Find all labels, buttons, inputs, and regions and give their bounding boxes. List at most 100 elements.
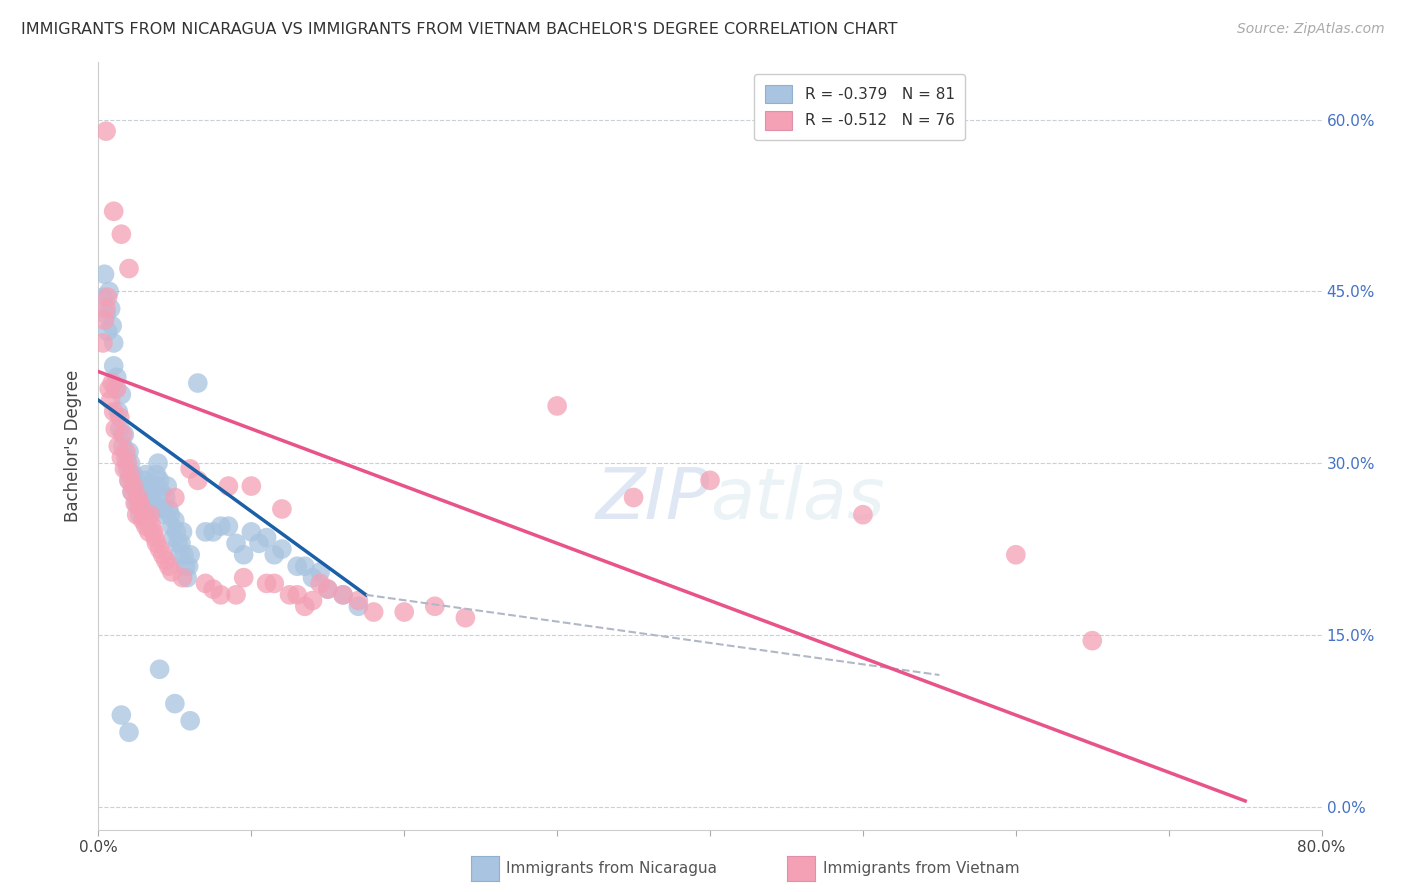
Point [202,524,225,539]
Text: Immigrants from Nicaragua: Immigrants from Nicaragua [506,861,717,876]
Point [118,474,141,488]
Point [217,479,239,493]
Point [100,301,122,316]
Point [100,393,122,408]
Point [159,508,181,522]
Point [142,496,165,510]
Point [135,519,157,533]
Point [209,519,232,533]
Point [128,496,150,510]
Point [98,285,121,299]
Point [209,588,232,602]
Point [145,467,167,482]
Point [129,502,152,516]
Point [256,576,278,591]
Point [309,565,332,579]
Point [423,599,446,614]
Point [163,491,186,505]
Point [160,565,183,579]
Point [179,462,201,476]
Text: Source: ZipAtlas.com: Source: ZipAtlas.com [1237,22,1385,37]
Text: atlas: atlas [710,466,884,534]
Point [149,474,172,488]
Point [347,593,370,607]
Point [103,335,125,350]
Point [363,605,385,619]
Point [103,359,125,373]
Point [316,582,339,596]
Point [202,582,225,596]
Point [153,508,176,522]
Point [623,491,645,505]
Point [169,548,191,562]
Point [155,491,177,505]
Point [97,290,120,304]
Point [392,605,416,619]
Point [143,479,166,493]
Point [124,479,146,493]
Point [301,571,323,585]
Point [138,491,160,505]
Point [120,456,142,470]
Point [454,611,477,625]
Point [194,576,217,591]
Point [111,427,134,442]
Point [179,548,201,562]
Point [167,536,190,550]
Point [127,491,149,505]
Point [187,376,209,390]
Point [270,502,294,516]
Point [101,376,124,390]
Point [232,548,254,562]
Point [150,484,173,499]
Point [278,588,301,602]
Point [240,524,263,539]
Point [162,531,184,545]
Point [122,467,145,482]
Point [157,559,180,574]
Point [232,571,254,585]
Point [115,444,138,458]
Point [103,404,125,418]
Point [316,582,339,596]
Point [125,496,148,510]
Point [104,382,127,396]
Point [546,399,568,413]
Point [163,697,186,711]
Point [108,422,131,436]
Point [121,484,143,499]
Point [142,524,165,539]
Point [165,524,187,539]
Point [247,536,270,550]
Point [115,450,138,465]
Point [240,479,263,493]
Point [120,467,142,482]
Point [149,662,172,676]
Point [94,124,117,138]
Point [97,325,120,339]
Point [141,519,163,533]
Point [107,404,129,418]
Point [301,593,323,607]
Point [217,519,239,533]
Point [110,227,132,242]
Point [309,576,332,591]
Point [139,508,162,522]
Point [163,513,186,527]
Point [105,370,128,384]
Point [256,531,278,545]
Point [118,444,141,458]
Point [101,318,124,333]
Point [294,559,316,574]
Point [263,576,285,591]
Point [105,382,128,396]
Point [145,536,167,550]
Point [176,571,198,585]
Point [1081,633,1104,648]
Point [125,508,148,522]
Text: Immigrants from Vietnam: Immigrants from Vietnam [823,861,1019,876]
Point [285,559,308,574]
Text: ZIP: ZIP [596,466,710,534]
Point [122,479,145,493]
Point [117,462,139,476]
